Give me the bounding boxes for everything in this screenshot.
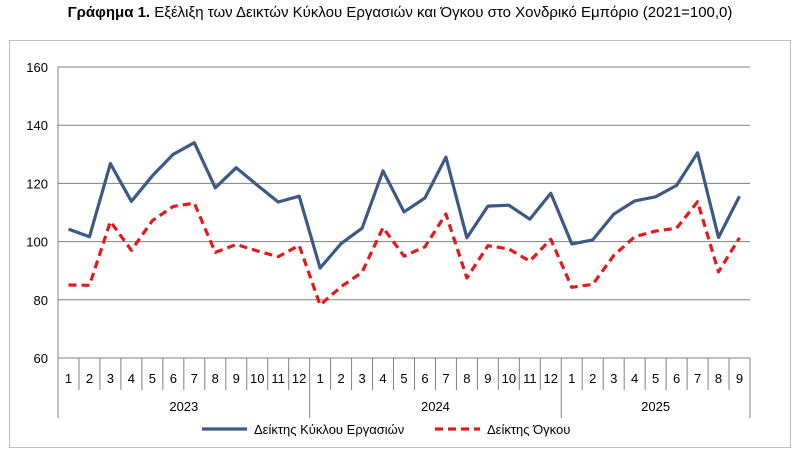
x-year-label: 2023 xyxy=(169,399,198,414)
x-tick-label: 8 xyxy=(212,371,219,386)
x-tick-label: 8 xyxy=(463,371,470,386)
chart-title-label: Γράφημα 1. xyxy=(67,4,151,21)
x-tick-label: 5 xyxy=(149,371,156,386)
y-tick-label: 100 xyxy=(26,235,48,250)
x-tick-label: 3 xyxy=(358,371,365,386)
x-tick-label: 6 xyxy=(673,371,680,386)
x-tick-label: 5 xyxy=(652,371,659,386)
legend-label: Δείκτης Κύκλου Εργασιών xyxy=(254,422,404,437)
x-tick-label: 1 xyxy=(65,371,72,386)
series-line-volume xyxy=(68,200,741,307)
x-tick-label: 12 xyxy=(544,371,558,386)
x-tick-label: 10 xyxy=(250,371,264,386)
x-tick-label: 4 xyxy=(128,371,135,386)
y-tick-label: 120 xyxy=(26,176,48,191)
x-tick-label: 1 xyxy=(317,371,324,386)
series-line-turnover xyxy=(67,141,741,270)
y-tick-label: 80 xyxy=(34,293,48,308)
x-tick-label: 4 xyxy=(379,371,386,386)
x-tick-label: 12 xyxy=(292,371,306,386)
x-tick-label: 7 xyxy=(694,371,701,386)
x-tick-label: 3 xyxy=(610,371,617,386)
x-tick-label: 1 xyxy=(568,371,575,386)
chart-title: Γράφημα 1. Εξέλιξη των Δεικτών Κύκλου Ερ… xyxy=(0,4,800,21)
x-tick-label: 2 xyxy=(589,371,596,386)
x-tick-label: 3 xyxy=(107,371,114,386)
x-tick-label: 11 xyxy=(523,371,537,386)
x-tick-label: 7 xyxy=(442,371,449,386)
x-tick-label: 2 xyxy=(86,371,93,386)
x-tick-label: 5 xyxy=(400,371,407,386)
x-tick-label: 8 xyxy=(715,371,722,386)
x-year-label: 2024 xyxy=(421,399,450,414)
x-tick-label: 9 xyxy=(233,371,240,386)
x-tick-label: 4 xyxy=(631,371,638,386)
y-tick-label: 140 xyxy=(26,118,48,133)
chart-frame xyxy=(9,40,791,448)
x-tick-label: 9 xyxy=(484,371,491,386)
legend-label: Δείκτης Όγκου xyxy=(487,422,570,437)
x-year-label: 2025 xyxy=(641,399,670,414)
chart-title-text: Εξέλιξη των Δεικτών Κύκλου Εργασιών και … xyxy=(150,4,733,21)
x-tick-label: 10 xyxy=(502,371,516,386)
x-tick-label: 2 xyxy=(337,371,344,386)
x-tick-label: 9 xyxy=(736,371,743,386)
x-tick-label: 7 xyxy=(191,371,198,386)
x-tick-label: 11 xyxy=(271,371,285,386)
x-tick-label: 6 xyxy=(170,371,177,386)
y-tick-label: 160 xyxy=(26,60,48,75)
y-tick-label: 60 xyxy=(34,351,48,366)
x-tick-label: 6 xyxy=(421,371,428,386)
